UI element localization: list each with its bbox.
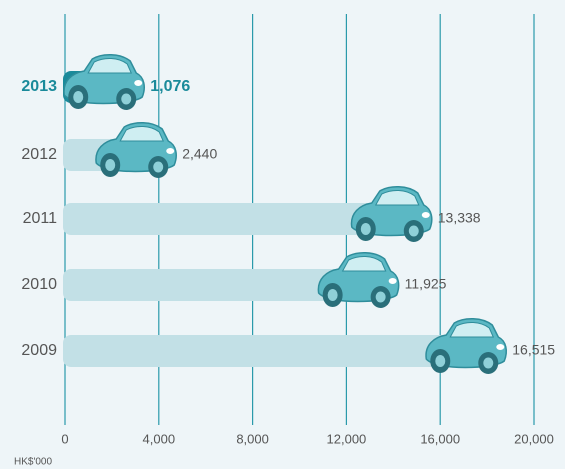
x-tick-label: 8,000	[236, 431, 269, 446]
x-tick-label: 12,000	[327, 431, 367, 446]
value-label: 13,338	[438, 210, 481, 226]
x-tick-label: 0	[61, 431, 68, 446]
category-label: 2010	[21, 276, 57, 293]
bar	[63, 269, 345, 301]
bar	[63, 335, 453, 367]
car-icon	[425, 317, 508, 375]
category-label: 2013	[21, 78, 57, 95]
bars	[63, 53, 508, 375]
value-label: 11,925	[405, 276, 447, 292]
category-label: 2009	[21, 342, 57, 359]
bar	[63, 203, 378, 235]
car-icon	[63, 53, 145, 111]
x-axis-label: HK$'000	[14, 457, 52, 468]
car-icon	[350, 185, 433, 243]
value-label: 2,440	[182, 146, 217, 162]
car-icon	[95, 121, 177, 179]
value-label: 16,515	[512, 342, 555, 358]
x-tick-label: 20,000	[514, 431, 554, 446]
x-tick-label: 4,000	[143, 431, 176, 446]
car-icon	[317, 251, 400, 309]
value-label: 1,076	[150, 78, 190, 95]
category-label: 2011	[23, 210, 58, 227]
x-tick-label: 16,000	[420, 431, 460, 446]
category-label: 2012	[21, 146, 57, 163]
